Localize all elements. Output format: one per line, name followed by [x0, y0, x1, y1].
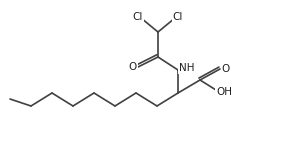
Text: Cl: Cl	[173, 12, 183, 22]
Text: NH: NH	[179, 63, 195, 73]
Text: O: O	[129, 62, 137, 72]
Text: OH: OH	[216, 87, 232, 97]
Text: O: O	[222, 64, 230, 74]
Text: Cl: Cl	[133, 12, 143, 22]
